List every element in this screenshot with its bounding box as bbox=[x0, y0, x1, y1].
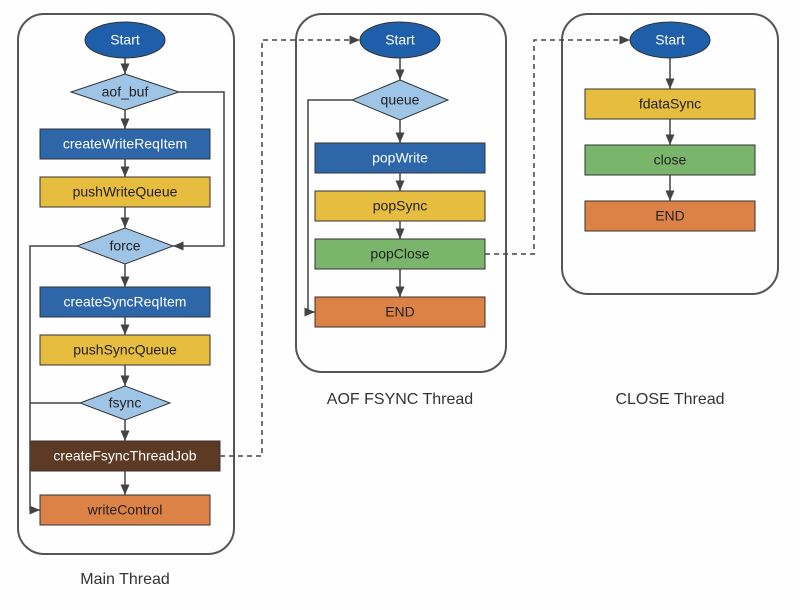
side-edge bbox=[173, 92, 224, 246]
fsync-end-label: END bbox=[385, 304, 415, 320]
fsync-popWrite-label: popWrite bbox=[372, 150, 428, 166]
close-start-label: Start bbox=[655, 32, 685, 48]
main-aof_buf-label: aof_buf bbox=[102, 84, 149, 100]
main-fsync-label: fsync bbox=[109, 395, 142, 411]
caption-close: CLOSE Thread bbox=[615, 391, 724, 408]
caption-fsync: AOF FSYNC Thread bbox=[327, 391, 473, 408]
fsync-queue-label: queue bbox=[381, 92, 420, 108]
fsync-popClose-label: popClose bbox=[370, 246, 429, 262]
close-close_n-label: close bbox=[654, 152, 687, 168]
fsync-start-label: Start bbox=[385, 32, 415, 48]
main-createWriteReqItem-label: createWriteReqItem bbox=[63, 136, 187, 152]
main-createSyncReqItem-label: createSyncReqItem bbox=[64, 294, 187, 310]
main-createFsyncThreadJob-label: createFsyncThreadJob bbox=[53, 448, 196, 464]
close-fdataSync-label: fdataSync bbox=[639, 96, 701, 112]
main-force-label: force bbox=[109, 238, 140, 254]
main-writeControl-label: writeControl bbox=[87, 502, 163, 518]
close-end-label: END bbox=[655, 208, 685, 224]
main-start-label: Start bbox=[110, 32, 140, 48]
main-pushWriteQueue-label: pushWriteQueue bbox=[73, 184, 178, 200]
main-pushSyncQueue-label: pushSyncQueue bbox=[73, 342, 177, 358]
fsync-popSync-label: popSync bbox=[373, 198, 427, 214]
caption-main: Main Thread bbox=[80, 571, 170, 588]
